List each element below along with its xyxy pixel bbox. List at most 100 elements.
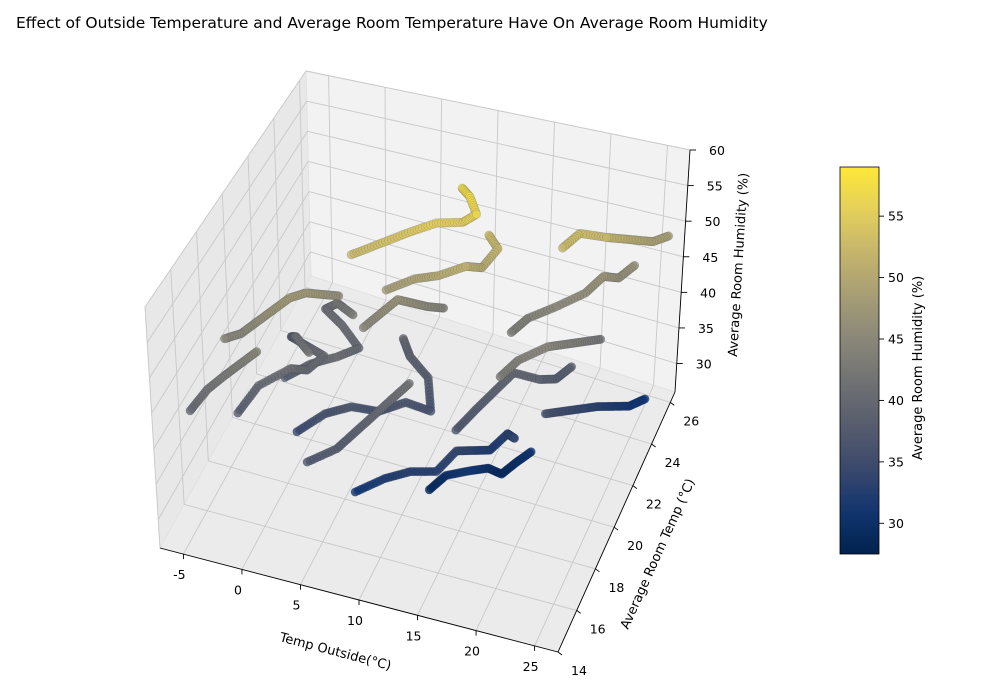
y-axis-line xyxy=(557,391,676,653)
grid-line xyxy=(309,221,680,329)
z-tick-label: 30 xyxy=(696,357,712,372)
scatter-point xyxy=(534,374,544,385)
grid-line xyxy=(208,460,596,570)
x-tick-label: 5 xyxy=(292,598,300,613)
scatter-point xyxy=(461,261,471,271)
scatter-point xyxy=(451,425,461,435)
y-tick-label: 24 xyxy=(665,455,681,470)
y-tick-label: 14 xyxy=(571,663,587,678)
scatter-points xyxy=(185,183,674,497)
y-tick-label: 20 xyxy=(627,538,643,553)
scatter-point xyxy=(432,466,442,477)
grid-line xyxy=(155,221,311,485)
grid-line xyxy=(439,98,442,317)
y-tick-mark xyxy=(557,651,563,656)
scatter-point xyxy=(220,334,230,344)
grid-line xyxy=(170,269,185,505)
colorbar-ticks: 30 35 40 45 50 55 xyxy=(879,209,904,531)
colorbar-tick-label: 55 xyxy=(888,209,904,224)
chart-title: Effect of Outside Temperature and Averag… xyxy=(16,14,768,32)
grid-line xyxy=(273,118,282,331)
grid-line xyxy=(256,373,634,487)
grid-line xyxy=(417,350,547,616)
z-tick-label: 50 xyxy=(705,214,721,229)
grid-line xyxy=(653,145,668,386)
tick-labels: -5 0 5 10 15 20 25 14 16 18 20 22 24 26 30 35 40 45 50 55 60 xyxy=(173,143,725,678)
scatter-point xyxy=(558,243,568,253)
x-tick-label: 25 xyxy=(523,659,539,674)
colorbar-tick-label: 35 xyxy=(888,454,904,469)
grid-line xyxy=(358,333,494,601)
grid-line xyxy=(196,231,209,461)
grid-line xyxy=(241,299,387,570)
grid-line xyxy=(492,110,499,335)
grid-line xyxy=(153,191,310,449)
z-tick-label: 40 xyxy=(700,285,716,300)
y-tick-mark xyxy=(651,443,656,448)
grid-line xyxy=(384,87,387,300)
x-tick-label: 10 xyxy=(347,613,363,628)
scatter-point xyxy=(302,457,312,467)
z-tick-label: 45 xyxy=(702,250,718,265)
scatter-point xyxy=(540,409,550,419)
y-tick-mark xyxy=(595,568,600,573)
z-axis-label: Average Room Humidity (%) xyxy=(726,172,752,357)
z-tick-label: 35 xyxy=(698,321,714,336)
grid-line xyxy=(599,133,612,369)
scatter-point xyxy=(348,310,358,320)
scatter-point xyxy=(506,327,516,338)
grid-line xyxy=(144,306,161,549)
scatter-point xyxy=(185,406,195,416)
scatter-point xyxy=(424,485,434,495)
grid-line xyxy=(306,100,688,187)
z-tick-label: 60 xyxy=(709,143,725,158)
y-tick-mark xyxy=(632,485,638,489)
z-tick-label: 55 xyxy=(707,179,723,194)
z-axis-line xyxy=(674,149,691,393)
y-tick-mark xyxy=(576,610,581,614)
grid-line xyxy=(149,131,308,379)
grid-line xyxy=(151,161,309,414)
grid-line xyxy=(310,251,677,364)
y-tick-label: 18 xyxy=(608,580,624,595)
grid-lines xyxy=(144,70,691,653)
colorbar-label: Average Room Humidity (%) xyxy=(911,276,926,460)
x-axis-label: Temp Outside(°C) xyxy=(277,630,393,674)
scatter-point xyxy=(304,347,314,357)
x-tick-label: 0 xyxy=(234,582,242,597)
y-tick-label: 16 xyxy=(590,621,606,636)
grid-line xyxy=(184,504,577,611)
scatter-point xyxy=(509,433,520,443)
scatter-point xyxy=(497,469,507,479)
colorbar-tick-label: 50 xyxy=(888,270,904,285)
grid-line xyxy=(305,70,691,151)
scatter-point xyxy=(358,323,368,333)
grid-line xyxy=(304,286,671,403)
grid-line xyxy=(144,70,307,308)
scatter-point xyxy=(471,209,482,219)
colorbar-tick-label: 30 xyxy=(888,516,904,531)
x-tick-label: -5 xyxy=(173,567,185,582)
y-tick-mark xyxy=(670,402,675,406)
y-tick-label: 22 xyxy=(646,497,662,512)
grid-line xyxy=(280,329,652,445)
scatter-point xyxy=(426,406,436,416)
y-tick-label: 26 xyxy=(683,413,699,428)
colorbar-tick-label: 45 xyxy=(888,332,904,347)
scatter-point xyxy=(551,302,561,312)
colorbar-tick-label: 40 xyxy=(888,393,904,408)
grid-line xyxy=(146,100,308,343)
scatter-point xyxy=(495,372,505,382)
grid-line xyxy=(534,384,654,647)
x-tick-label: 15 xyxy=(406,628,422,643)
colorbar: 30 35 40 45 50 55 Average Room Humidity (%) xyxy=(839,166,926,555)
grid-line xyxy=(328,75,333,283)
scatter-point xyxy=(602,232,612,242)
scatter-point xyxy=(350,487,360,497)
colorbar-body xyxy=(839,166,880,555)
scatter-point xyxy=(465,466,475,476)
grid-line xyxy=(307,130,686,222)
scatter-point xyxy=(332,352,342,362)
x-tick-label: 20 xyxy=(464,644,480,659)
